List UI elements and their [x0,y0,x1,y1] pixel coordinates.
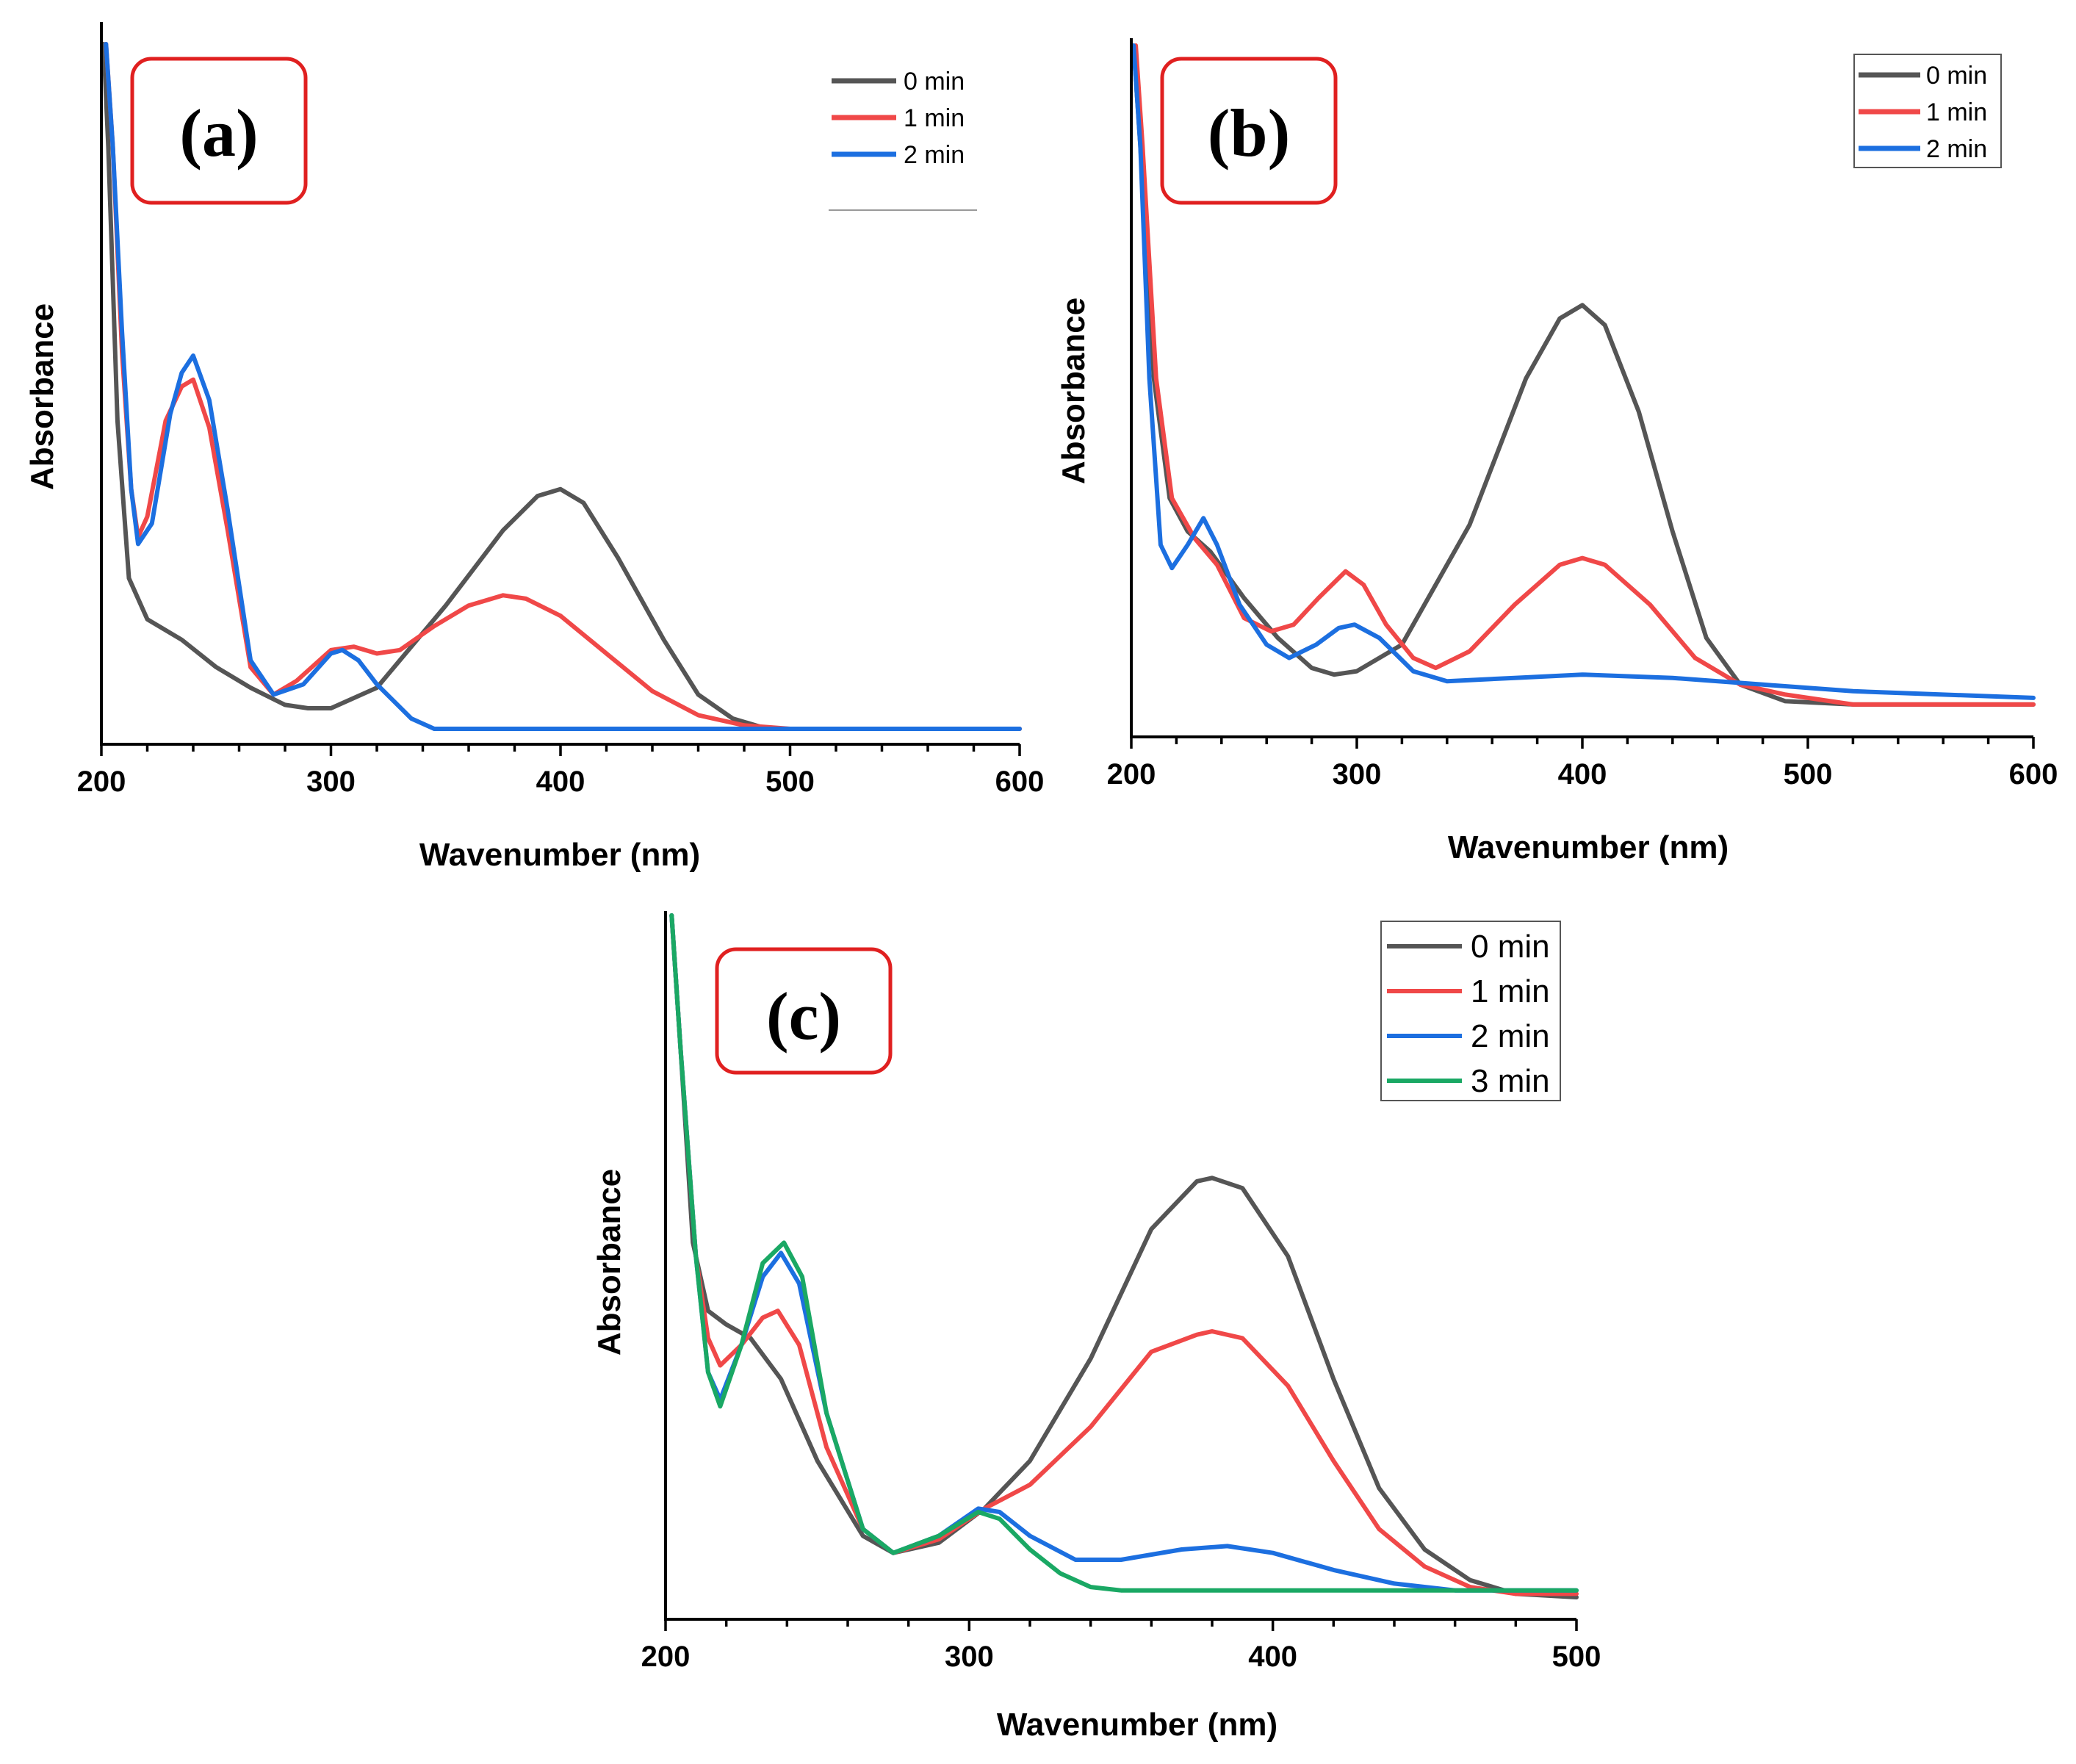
panel-b-label-box [1160,57,1338,205]
panel-b-xlabel: Wavenumber (nm) [1448,829,1729,865]
panel-a-plot: 200 300 400 500 600 [77,22,1045,798]
panel-b-label: (b) [1208,96,1290,170]
panel-b-series-1-min [1133,43,2036,707]
panel-a-series-1-min [104,42,1022,731]
panel-c-xlabel: Wavenumber (nm) [997,1707,1277,1743]
panel-b-ylabel: Absorbance [1056,298,1092,484]
panel-a-xtick-label-400: 400 [536,766,585,798]
panel-c-legend-label-2: 2 min [1471,1018,1550,1054]
panel-c-ylabel: Absorbance [591,1169,627,1356]
panel-c-xtick-label-200: 200 [641,1641,691,1673]
panel-a: (a) 200 300 400 500 600 Wavenumber (nm) Abso… [24,22,1044,873]
panel-a-xlabel: Wavenumber (nm) [419,837,700,873]
panel-a-xtick-label-500: 500 [765,766,815,798]
panel-b-xtick-label-200: 200 [1107,758,1156,791]
panel-b-xtick-label-600: 600 [2009,758,2058,791]
panel-a-legend-label-1: 1 min [904,104,965,132]
panel-b-legend-label-0: 0 min [1926,62,1987,90]
panel-a-legend-label-2: 2 min [904,141,965,169]
panel-b-xtick-label-500: 500 [1784,758,1833,791]
panel-c-legend: 0 min 1 min 2 min 3 min [1380,921,1561,1101]
panel-a-legend: 0 min 1 min 2 min [829,68,977,211]
panel-c-legend-label-0: 0 min [1471,929,1550,965]
panel-b-legend-label-2: 2 min [1926,135,1987,163]
panel-c-xtick-label-400: 400 [1248,1641,1297,1673]
panel-b-xtick-label-400: 400 [1558,758,1607,791]
panel-c-xtick-label-500: 500 [1552,1641,1601,1673]
panel-b-legend-label-1: 1 min [1926,98,1987,126]
panel-c-label: (c) [766,979,841,1054]
panel-a-label-box [130,57,308,205]
panel-a-label: (a) [179,96,258,170]
panel-c-series-0-min [669,913,1579,1599]
panel-a-ylabel: Absorbance [24,303,60,490]
panel-a-legend-label-0: 0 min [904,68,965,96]
panel-c-plot: 200 300 400 500 [641,911,1601,1673]
panel-c-xtick-label-300: 300 [945,1641,994,1673]
panel-c: (c) 200 300 400 500 Wavenumber (nm) Absorba… [591,911,1601,1743]
panel-b-series-2-min [1131,43,2036,700]
panel-c-legend-label-1: 1 min [1471,973,1550,1009]
panel-c-series-3-min [669,913,1579,1593]
panel-b-series-0-min [1131,43,2036,707]
panel-c-label-box [715,947,893,1075]
panel-b-legend: 0 min 1 min 2 min [1853,54,2002,168]
panel-b-plot: 200 300 400 500 600 [1107,38,2058,791]
panel-a-xtick-label-600: 600 [995,766,1045,798]
panel-a-xtick-label-200: 200 [77,766,126,798]
panel-a-series-0-min [101,42,1022,731]
panel-c-legend-label-3: 3 min [1471,1063,1550,1099]
panel-b: (b) 200 300 400 500 600 Wavenumber (nm) Abso… [1056,38,2058,865]
panel-c-legend-box [1380,921,1561,1101]
panel-a-series-2-min [104,42,1022,731]
panel-a-xtick-label-300: 300 [306,766,356,798]
panel-b-xtick-label-300: 300 [1333,758,1382,791]
